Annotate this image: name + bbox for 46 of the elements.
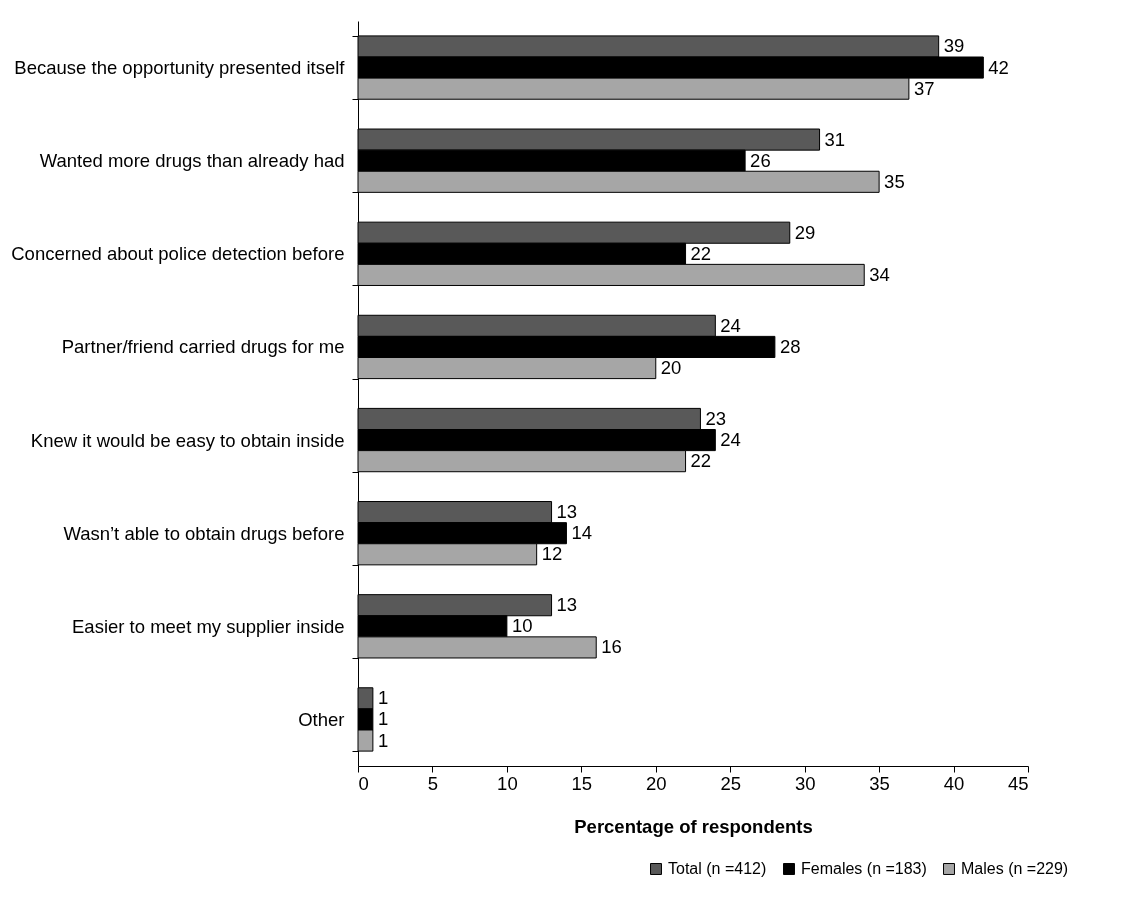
x-tick-label: 25 <box>720 772 742 794</box>
data-label: 37 <box>913 77 935 99</box>
data-label: 24 <box>720 314 741 336</box>
x-tick-label: 30 <box>794 772 816 794</box>
legend-label: Total (n =412) <box>668 860 767 877</box>
x-tick-label: 0 <box>358 772 369 794</box>
data-label: 39 <box>943 35 965 57</box>
data-label: 22 <box>690 242 712 264</box>
data-label: 28 <box>779 335 801 357</box>
x-tick-label: 15 <box>571 772 593 794</box>
data-label: 1 <box>377 729 389 751</box>
data-label: 31 <box>824 128 846 150</box>
data-label: 13 <box>556 501 578 523</box>
data-label: 23 <box>705 407 727 429</box>
data-label: 16 <box>601 636 622 658</box>
y-tick-label: Easier to meet my supplier inside <box>72 615 345 637</box>
data-label: 34 <box>869 263 890 285</box>
data-label: 20 <box>660 357 682 379</box>
data-label: 14 <box>571 522 593 544</box>
x-tick-label: 10 <box>497 772 518 794</box>
y-tick-label: Knew it would be easy to obtain inside <box>30 429 345 451</box>
y-tick-label: Concerned about police detection before <box>11 243 345 265</box>
x-tick-label: 40 <box>943 772 965 794</box>
x-tick-label: 5 <box>427 772 439 794</box>
data-label: 12 <box>541 543 563 565</box>
x-tick-label: 35 <box>869 772 890 794</box>
data-label: 13 <box>556 594 578 616</box>
data-label: 1 <box>377 708 389 730</box>
x-axis-title: Percentage of respondents <box>574 816 813 837</box>
data-label: 22 <box>690 450 712 472</box>
data-label: 35 <box>884 170 905 192</box>
y-tick-label: Other <box>298 708 345 730</box>
y-tick-label: Wasn’t able to obtain drugs before <box>63 522 345 544</box>
legend-label: Males (n =229) <box>961 860 1069 877</box>
data-label: 1 <box>377 687 389 709</box>
data-label: 10 <box>511 615 533 637</box>
y-tick-label: Because the opportunity presented itself <box>14 57 346 79</box>
y-tick-label: Partner/friend carried drugs for me <box>61 336 345 358</box>
data-label: 42 <box>988 56 1009 78</box>
data-label: 26 <box>750 149 771 171</box>
y-tick-label: Wanted more drugs than already had <box>39 150 345 172</box>
data-label: 29 <box>794 221 816 243</box>
x-tick-label: 45 <box>1007 772 1029 794</box>
data-label: 24 <box>720 429 741 451</box>
legend-label: Females (n =183) <box>801 860 927 877</box>
x-tick-label: 20 <box>645 772 667 794</box>
